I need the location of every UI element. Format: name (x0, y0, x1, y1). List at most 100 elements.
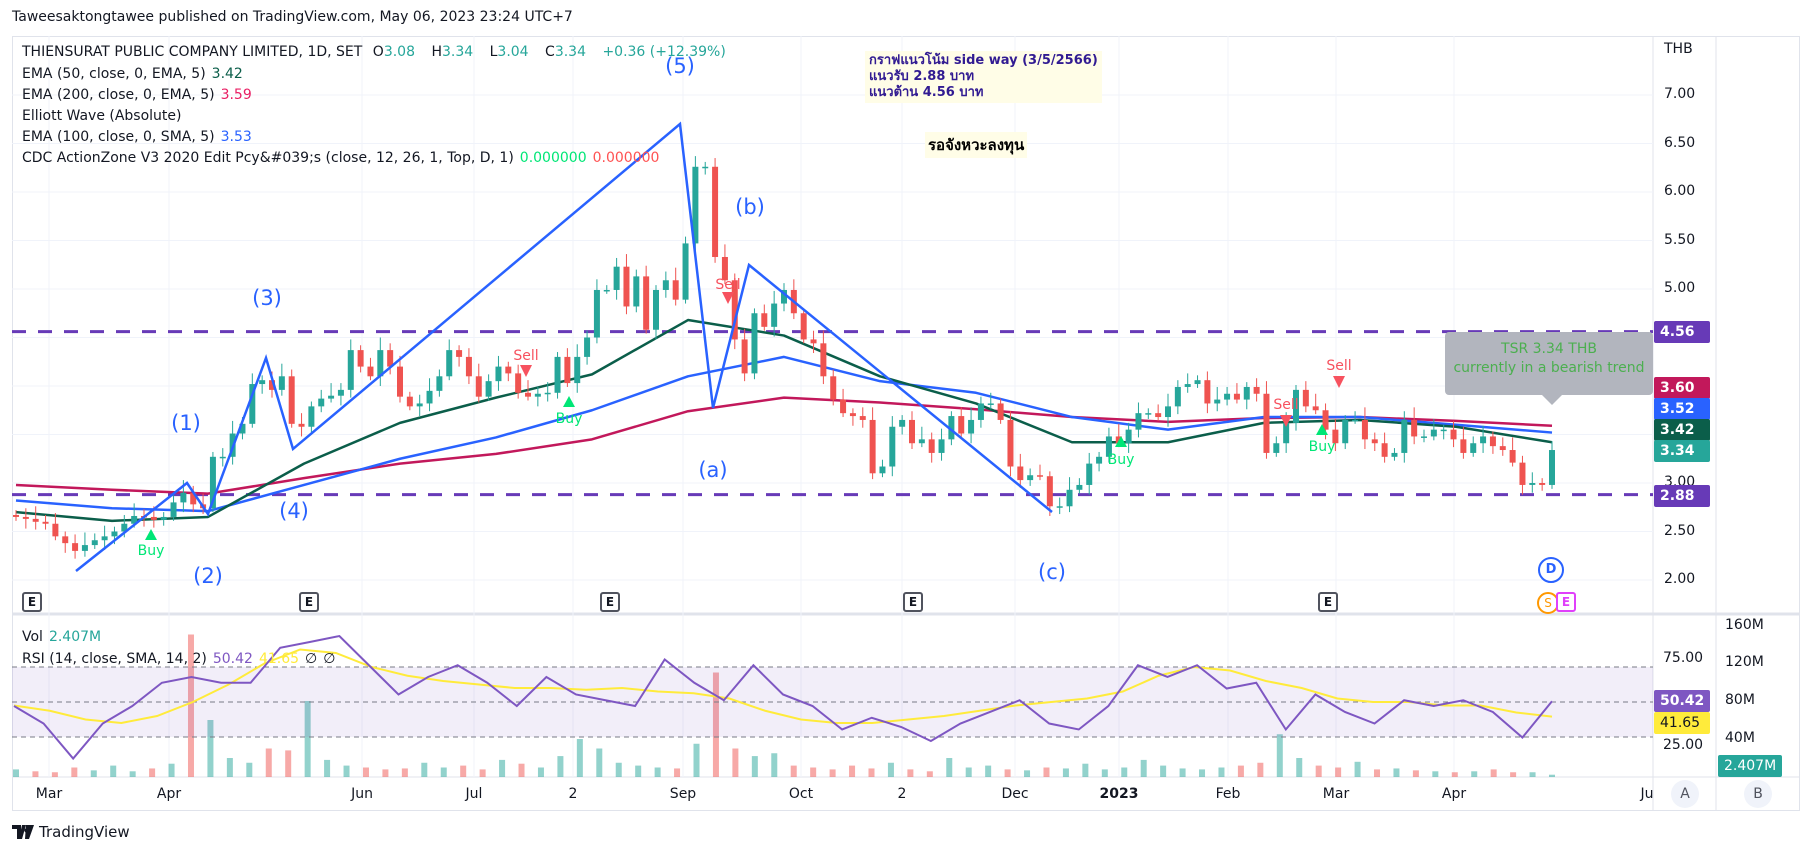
volume-bar (1237, 765, 1244, 777)
candle-body (534, 393, 541, 397)
candle-body (377, 350, 384, 377)
volume-bar (1529, 772, 1536, 777)
candle-body (1145, 413, 1152, 415)
volume-bar (90, 770, 97, 777)
volume-bar (382, 769, 389, 777)
volume-bar (1490, 769, 1497, 777)
candle-body (357, 350, 364, 367)
volume-bar (1471, 771, 1478, 777)
last-price-label: 3.34 (1654, 440, 1710, 462)
earnings-marker[interactable]: E (1556, 592, 1576, 612)
volume-bar (537, 767, 544, 777)
volume-bar (576, 739, 583, 777)
candle-body (1430, 429, 1437, 437)
volume-bar (1043, 767, 1050, 777)
ema50-legend[interactable]: EMA (50, close, 0, EMA, 5) 3.42 (22, 66, 249, 82)
wave-label-b: (b) (735, 195, 765, 219)
earnings-marker[interactable]: E (22, 592, 42, 612)
ema200-price-label: 3.60 (1654, 377, 1710, 399)
candle-body (22, 516, 29, 519)
time-label: Mar (35, 786, 63, 802)
candle-body (1460, 439, 1467, 453)
rsi-legend[interactable]: RSI (14, close, SMA, 14, 2) 50.42 41.65 ∅ ∅ (22, 651, 341, 667)
ema100-legend[interactable]: EMA (100, close, 0, SMA, 5) 3.53 (22, 129, 258, 145)
earnings-marker[interactable]: E (600, 592, 620, 612)
volume-bar (207, 720, 214, 777)
candle-body (672, 280, 679, 300)
tradingview-brand[interactable]: TradingView (12, 823, 130, 841)
dividend-marker[interactable]: D (1538, 557, 1564, 583)
candle-body (347, 350, 354, 390)
volume-bar (693, 743, 700, 777)
elliott-legend[interactable]: Elliott Wave (Absolute) (22, 108, 188, 124)
candle-body (721, 256, 728, 281)
volume-tick: 40M (1725, 730, 1755, 746)
elliott-wave-line (75, 121, 1053, 572)
volume-tick: 120M (1725, 654, 1764, 670)
ema200-value: 3.59 (220, 87, 252, 103)
volume-bar (1451, 772, 1458, 777)
volume-bar (1140, 759, 1147, 777)
candle-body (1381, 443, 1388, 457)
candle-body (52, 523, 59, 537)
volume-bar (1549, 774, 1555, 777)
price-tick: 6.50 (1664, 134, 1696, 151)
trend-note[interactable]: กราฟแนวโน้ม side way (3/5/2566) แนวรับ 2… (865, 51, 1102, 103)
earnings-marker[interactable]: E (1318, 592, 1338, 612)
volume-bar (304, 701, 311, 777)
candle-body (1086, 463, 1093, 485)
candle-body (889, 426, 896, 467)
wave-label-2: (2) (193, 564, 223, 588)
price-tick: 2.00 (1664, 571, 1696, 587)
candle-body (505, 366, 512, 374)
volume-tick: 160M (1725, 617, 1764, 633)
ema100-label: EMA (100, close, 0, SMA, 5) (22, 129, 215, 145)
volume-bar (849, 765, 856, 777)
auto-scale-button[interactable]: A (1671, 780, 1699, 808)
earnings-marker[interactable]: E (903, 592, 923, 612)
volume-bar (479, 769, 486, 777)
earnings-marker[interactable]: E (299, 592, 319, 612)
tooltip-pointer (1542, 395, 1562, 405)
candle-body (849, 413, 856, 417)
candle-body (554, 356, 561, 393)
candle-body (1361, 419, 1368, 440)
candle-body (81, 545, 88, 551)
candle-body (1509, 450, 1516, 463)
volume-bar (1004, 769, 1011, 777)
wait-note[interactable]: รอจังหวะลงทุน (925, 132, 1028, 158)
candle-body (1539, 483, 1546, 485)
cdc-legend[interactable]: CDC ActionZone V3 2020 Edit Pcy&#039;s (… (22, 150, 665, 166)
candle-body (1037, 475, 1043, 477)
currency-label: THB (1664, 41, 1693, 57)
candle-body (958, 416, 965, 434)
rsi-empty-1: ∅ (305, 651, 318, 667)
sell-arrow-icon (1280, 415, 1292, 427)
candle-body (682, 243, 689, 300)
candle-body (239, 423, 246, 434)
candle-body (180, 492, 187, 503)
candle-body (1105, 436, 1112, 457)
volume-bar (751, 756, 758, 777)
candle-body (1322, 410, 1329, 430)
price-tick: 5.50 (1664, 231, 1696, 248)
volume-legend[interactable]: Vol 2.407M (22, 629, 107, 645)
symbol-legend[interactable]: THIENSURAT PUBLIC COMPANY LIMITED, 1D, S… (22, 44, 732, 60)
ema200-legend[interactable]: EMA (200, close, 0, EMA, 5) 3.59 (22, 87, 258, 103)
volume-scale-button[interactable]: B (1744, 780, 1772, 808)
price-tick: 5.00 (1664, 280, 1696, 296)
candle-body (436, 376, 443, 391)
candle-body (150, 516, 157, 520)
candle-body (1076, 484, 1083, 490)
rsi-empty-2: ∅ (323, 651, 336, 667)
wave-label-c: (c) (1038, 560, 1066, 584)
time-label: 2023 (1099, 786, 1139, 802)
volume-bar (771, 753, 778, 777)
candle-body (1135, 413, 1142, 430)
candle-body (269, 380, 275, 390)
candle-body (1165, 406, 1171, 418)
symbol-title: THIENSURAT PUBLIC COMPANY LIMITED, 1D, S… (22, 44, 363, 60)
candle-body (111, 531, 118, 537)
candle-body (121, 523, 128, 532)
